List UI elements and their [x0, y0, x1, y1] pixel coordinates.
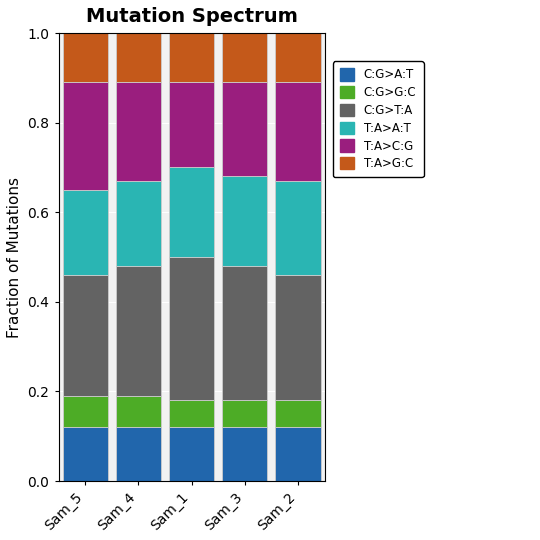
- Bar: [63, 396, 108, 427]
- Bar: [63, 190, 108, 275]
- Bar: [116, 82, 161, 181]
- Bar: [275, 427, 321, 481]
- Bar: [275, 181, 321, 275]
- Bar: [222, 427, 267, 481]
- Bar: [222, 33, 267, 82]
- Bar: [169, 167, 214, 257]
- Bar: [116, 266, 161, 396]
- Title: Mutation Spectrum: Mutation Spectrum: [86, 7, 298, 26]
- Bar: [169, 401, 214, 427]
- Bar: [63, 82, 108, 190]
- Bar: [116, 181, 161, 266]
- Bar: [222, 177, 267, 266]
- Bar: [169, 82, 214, 167]
- Bar: [275, 33, 321, 82]
- Bar: [63, 427, 108, 481]
- Y-axis label: Fraction of Mutations: Fraction of Mutations: [7, 177, 22, 338]
- Bar: [275, 401, 321, 427]
- Bar: [222, 266, 267, 401]
- Bar: [222, 82, 267, 177]
- Bar: [63, 33, 108, 82]
- Bar: [169, 33, 214, 82]
- Bar: [275, 82, 321, 181]
- Bar: [63, 275, 108, 396]
- Bar: [275, 275, 321, 401]
- Bar: [116, 396, 161, 427]
- Bar: [116, 427, 161, 481]
- Bar: [169, 427, 214, 481]
- Legend: C:G>A:T, C:G>G:C, C:G>T:A, T:A>A:T, T:A>C:G, T:A>G:C: C:G>A:T, C:G>G:C, C:G>T:A, T:A>A:T, T:A>…: [333, 62, 423, 177]
- Bar: [169, 257, 214, 401]
- Bar: [116, 33, 161, 82]
- Bar: [222, 401, 267, 427]
